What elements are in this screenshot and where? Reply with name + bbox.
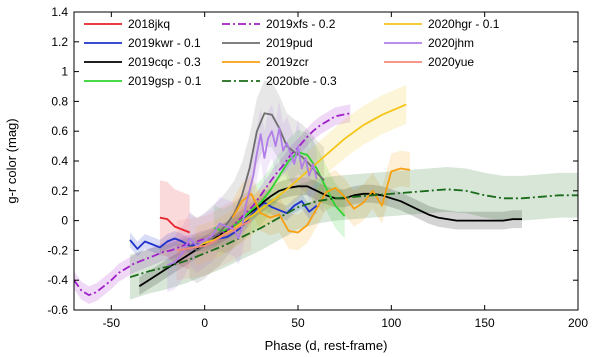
band-2019cqc-0-3 bbox=[139, 177, 523, 296]
legend-label-2020jhm: 2020jhm bbox=[428, 36, 474, 50]
x-tick-label: 50 bbox=[291, 316, 305, 330]
y-tick-label: -0.6 bbox=[47, 303, 68, 317]
legend-label-2019xfs-0-2: 2019xfs - 0.2 bbox=[266, 17, 336, 31]
legend: 2018jkq 2019kwr - 0.1 2019cqc - 0.3 2019gsp… bbox=[84, 17, 500, 88]
series-line-2020jhm bbox=[166, 127, 318, 267]
series-line-2019gsp-0-1 bbox=[213, 151, 346, 232]
y-axis-title: g-r color (mag) bbox=[4, 118, 19, 203]
y-tick-label: 1.4 bbox=[51, 5, 68, 19]
legend-label-2018jkq: 2018jkq bbox=[128, 17, 170, 31]
legend-label-2020hgr-0-1: 2020hgr - 0.1 bbox=[428, 17, 500, 31]
series-line-2020bfe-0-3 bbox=[129, 188, 578, 279]
legend-label-2019zcr: 2019zcr bbox=[266, 55, 309, 69]
y-tick-label: -0.4 bbox=[47, 273, 68, 287]
y-tick-label: 0.2 bbox=[51, 184, 68, 198]
x-tick-label: 200 bbox=[568, 316, 588, 330]
x-axis-title: Phase (d, rest-frame) bbox=[265, 338, 388, 353]
legend-label-2019pud: 2019pud bbox=[266, 36, 313, 50]
legend-label-2019kwr-0-1: 2019kwr - 0.1 bbox=[128, 36, 201, 50]
series-line-2018jkq bbox=[159, 216, 191, 234]
x-tick-label: 150 bbox=[475, 316, 495, 330]
x-tick-label: 0 bbox=[201, 316, 208, 330]
band-2020bfe-0-3 bbox=[130, 167, 578, 300]
series-line-2019xfs-0-2 bbox=[74, 112, 351, 297]
y-tick-label: 1 bbox=[61, 65, 68, 79]
series-line-2020yue bbox=[176, 219, 252, 252]
legend-label-2020bfe-0-3: 2020bfe - 0.3 bbox=[266, 74, 337, 88]
legend-label-2019cqc-0-3: 2019cqc - 0.3 bbox=[128, 55, 201, 69]
y-tick-label: 0.4 bbox=[51, 154, 68, 168]
series-lines bbox=[74, 103, 578, 297]
series-line-2020hgr-0-1 bbox=[195, 103, 407, 247]
y-tick-label: 1.2 bbox=[51, 35, 68, 49]
y-tick-label: 0.8 bbox=[51, 94, 68, 108]
band-2019kwr-0-1 bbox=[130, 193, 317, 257]
x-tick-label: 100 bbox=[381, 316, 401, 330]
axis-ticks: -50 0 50 100 150 200 -0.6 -0.4 -0.2 0 0.2 0.4 0.6 0.8… bbox=[47, 5, 588, 330]
y-tick-label: -0.2 bbox=[47, 243, 68, 257]
band-2018jkq bbox=[159, 180, 190, 270]
y-tick-label: 0.6 bbox=[51, 124, 68, 138]
band-2019xfs-0-2 bbox=[74, 104, 351, 305]
series-line-2019kwr-0-1 bbox=[129, 200, 318, 250]
legend-label-2019gsp-0-1: 2019gsp - 0.1 bbox=[128, 74, 202, 88]
legend-label-2020yue: 2020yue bbox=[428, 55, 474, 69]
series-line-2019pud bbox=[189, 112, 325, 252]
y-tick-label: 0 bbox=[61, 214, 68, 228]
x-tick-label: -50 bbox=[103, 316, 121, 330]
